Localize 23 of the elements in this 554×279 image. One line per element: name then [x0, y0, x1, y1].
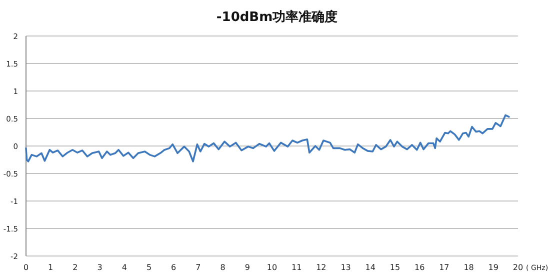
x-tick-label: 8: [220, 263, 226, 272]
x-tick-label: 19: [488, 263, 498, 272]
x-tick-label: 4: [122, 263, 127, 272]
x-tick-label: 17: [439, 263, 450, 272]
x-tick-label: 20: [512, 263, 524, 272]
x-tick-label: 15: [390, 263, 400, 272]
x-tick-label: 9: [244, 263, 250, 272]
line-series: [25, 114, 510, 162]
x-tick-label: 16: [414, 263, 425, 272]
x-tick-label: 2: [72, 263, 78, 272]
x-tick-label: 0: [23, 263, 29, 272]
x-tick-label: 5: [146, 263, 152, 272]
x-tick-label: 14: [365, 263, 376, 272]
chart-title: -10dBm功率准确度: [216, 9, 338, 25]
x-tick-label: 13: [340, 263, 351, 272]
x-tick-label: 10: [266, 263, 278, 272]
x-tick-label: 3: [97, 263, 102, 272]
x-tick-label: 1: [48, 263, 54, 272]
x-tick-label: 11: [292, 263, 302, 272]
x-tick-label: 18: [464, 263, 474, 272]
x-tick-label: 6: [171, 263, 176, 272]
x-tick-label: 7: [196, 263, 201, 272]
x-tick-label: 12: [316, 263, 326, 272]
